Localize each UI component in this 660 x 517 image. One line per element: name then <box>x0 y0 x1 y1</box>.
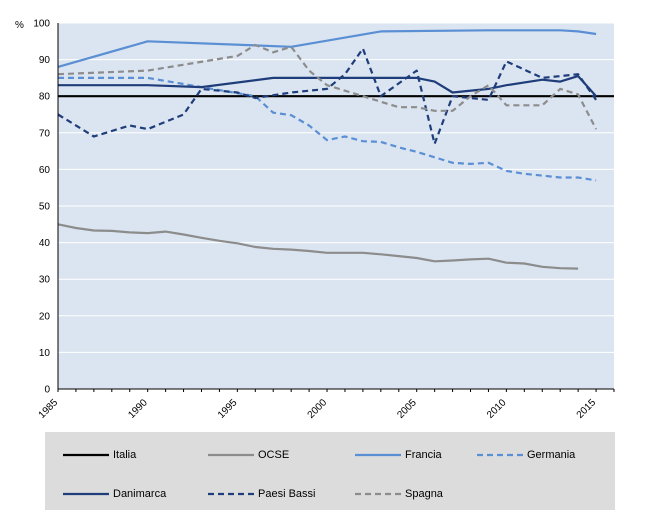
y-tick-label: 70 <box>39 128 51 139</box>
legend-swatch-germania <box>477 453 523 457</box>
series-line-danimarca <box>58 74 597 97</box>
y-tick-label: 60 <box>39 165 51 176</box>
legend-label: Paesi Bassi <box>258 488 316 500</box>
series-line-spagna <box>57 43 598 130</box>
x-tick-label: 2010 <box>485 397 509 421</box>
legend-swatch-ocse <box>208 453 254 457</box>
y-tick-label: 50 <box>39 202 51 213</box>
y-tick-label: 90 <box>39 55 51 66</box>
y-tick-label: 0 <box>44 385 50 396</box>
legend-item-danimarca: Danimarca <box>63 486 166 502</box>
x-tick-label: 2015 <box>575 397 599 421</box>
series-line-ocse <box>57 223 579 270</box>
legend-label: Spagna <box>405 488 443 500</box>
legend-label: Germania <box>527 449 576 461</box>
legend-item-ocse: OCSE <box>208 447 289 463</box>
legend-swatch-spagna <box>355 492 401 496</box>
x-tick-label: 2000 <box>306 397 330 421</box>
y-tick-label: 30 <box>39 275 51 286</box>
y-tick-label: 80 <box>39 92 51 103</box>
legend-label: Francia <box>405 449 442 461</box>
y-tick-label: 100 <box>33 19 50 30</box>
x-tick-label: 1990 <box>126 397 150 421</box>
legend: Italia OCSE Francia Germania Danimarca P… <box>45 432 615 510</box>
series-line-germania <box>58 76 597 182</box>
series-line-paesi-bassi <box>57 47 598 145</box>
legend-item-italia: Italia <box>63 447 136 463</box>
legend-swatch-danimarca <box>63 492 109 496</box>
legend-item-germania: Germania <box>477 447 575 463</box>
legend-swatch-francia <box>355 453 401 457</box>
legend-swatch-paesi-bassi <box>208 492 254 496</box>
y-axis-unit-label: % <box>15 20 24 31</box>
line-chart: 0 10 20 30 40 50 60 70 80 90 100 1985 1990 1995 2000 20… <box>15 19 615 421</box>
legend-item-spagna: Spagna <box>355 486 443 502</box>
legend-swatch-italia <box>63 453 109 457</box>
y-tick-label: 20 <box>39 311 51 322</box>
legend-item-paesi-bassi: Paesi Bassi <box>208 486 315 502</box>
x-tick-label: 1985 <box>37 397 61 421</box>
legend-label: OCSE <box>258 449 290 461</box>
legend-label: Danimarca <box>113 488 167 500</box>
y-tick-label: 10 <box>39 348 51 359</box>
legend-label: Italia <box>113 449 137 461</box>
series-line-francia <box>57 29 597 68</box>
y-tick-label: 40 <box>39 238 51 249</box>
x-tick-label: 2005 <box>395 397 419 421</box>
legend-item-francia: Francia <box>355 447 442 463</box>
x-tick-label: 1995 <box>216 397 240 421</box>
series-group <box>57 29 614 270</box>
